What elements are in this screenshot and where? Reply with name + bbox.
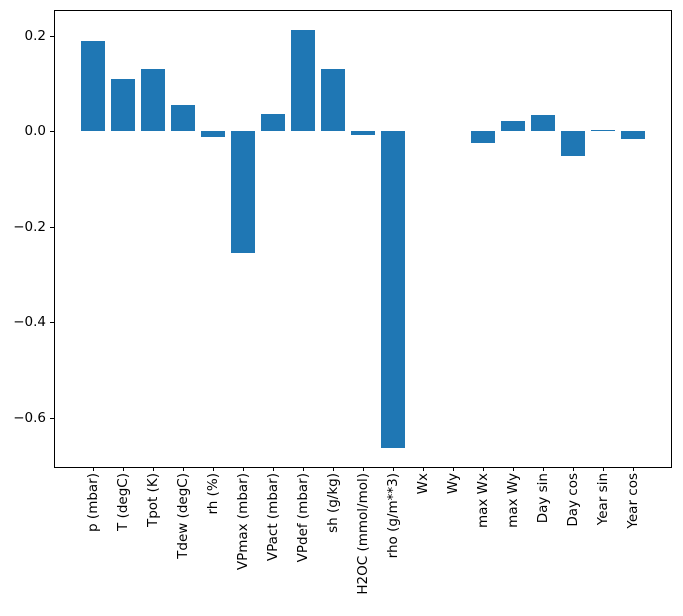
bar-vpdef-mbar	[291, 30, 315, 132]
x-tick-label-h2oc-mmol-mol: H2OC (mmol/mol)	[355, 473, 371, 595]
x-tick-mark	[633, 467, 634, 471]
y-tick-mark	[50, 322, 54, 324]
x-tick-mark	[483, 467, 484, 471]
bar-rho-g-m-3	[381, 131, 405, 449]
y-tick-mark	[50, 417, 54, 419]
y-tick-mark	[50, 36, 54, 38]
x-tick-mark	[603, 467, 604, 471]
x-tick-label-max-wy: max Wy	[505, 473, 521, 528]
bar-max-wy	[501, 120, 525, 132]
bar-day-sin	[531, 114, 555, 132]
x-tick-mark	[423, 467, 424, 471]
bar-tpot-k	[141, 69, 165, 132]
bar-year-sin	[591, 130, 615, 132]
y-tick-label: −0.4	[13, 314, 46, 331]
bar-sh-g-kg	[321, 68, 345, 132]
x-tick-label-vpdef-mbar: VPdef (mbar)	[295, 473, 311, 563]
plot-area: 0.2 0.0 −0.2 −0.4 −0.6 p (mbar) T (degC) Tpot (…	[13, 10, 672, 595]
y-tick-mark	[50, 131, 54, 133]
x-tick-label-day-cos: Day cos	[565, 473, 581, 527]
x-tick-mark	[153, 467, 154, 471]
bar-h2oc-mmol-mol	[351, 131, 375, 135]
x-tick-mark	[183, 467, 184, 471]
x-tick-mark	[273, 467, 274, 471]
x-tick-mark	[123, 467, 124, 471]
x-tick-mark	[393, 467, 394, 471]
y-tick-label: 0.0	[24, 123, 46, 140]
x-tick-label-vpact-mbar: VPact (mbar)	[265, 473, 281, 562]
bar-tdew-degc	[171, 104, 195, 132]
x-tick-label-t-degc: T (degC)	[115, 473, 131, 531]
x-tick-label-wy: Wy	[445, 473, 461, 495]
x-tick-label-tdew-degc: Tdew (degC)	[175, 473, 191, 559]
x-tick-label-wx: Wx	[415, 473, 431, 495]
x-tick-mark	[513, 467, 514, 471]
x-tick-label-rho-g-m-3: rho (g/m**3)	[385, 473, 401, 559]
bar-year-cos	[621, 131, 645, 139]
y-tick-mark	[50, 226, 54, 228]
x-tick-mark	[543, 467, 544, 471]
x-tick-mark	[363, 467, 364, 471]
y-tick-label: −0.2	[13, 218, 46, 235]
x-tick-label-p-mbar: p (mbar)	[85, 473, 101, 532]
bar-p-mbar	[81, 40, 105, 132]
x-tick-label-max-wx: max Wx	[475, 473, 491, 529]
y-tick-label: 0.2	[24, 28, 46, 45]
x-tick-mark	[93, 467, 94, 471]
x-tick-label-year-sin: Year sin	[595, 473, 611, 526]
x-tick-mark	[303, 467, 304, 471]
x-tick-label-year-cos: Year cos	[625, 473, 641, 529]
x-tick-label-rh: rh (%)	[205, 473, 221, 515]
x-tick-label-day-sin: Day sin	[535, 473, 551, 524]
x-tick-label-sh-g-kg: sh (g/kg)	[325, 473, 341, 533]
x-tick-mark	[453, 467, 454, 471]
y-tick-label: −0.6	[13, 409, 46, 426]
bar-day-cos	[561, 131, 585, 157]
x-tick-label-vpmax-mbar: VPmax (mbar)	[235, 473, 251, 571]
bar-t-degc	[111, 79, 135, 132]
bar-max-wx	[471, 131, 495, 144]
x-tick-mark	[573, 467, 574, 471]
x-tick-mark	[333, 467, 334, 471]
bar-rh	[201, 131, 225, 138]
x-tick-mark	[213, 467, 214, 471]
bar-vpact-mbar	[261, 113, 285, 132]
bar-vpmax-mbar	[231, 131, 255, 253]
x-tick-label-tpot-k: Tpot (K)	[145, 473, 161, 528]
x-tick-mark	[243, 467, 244, 471]
